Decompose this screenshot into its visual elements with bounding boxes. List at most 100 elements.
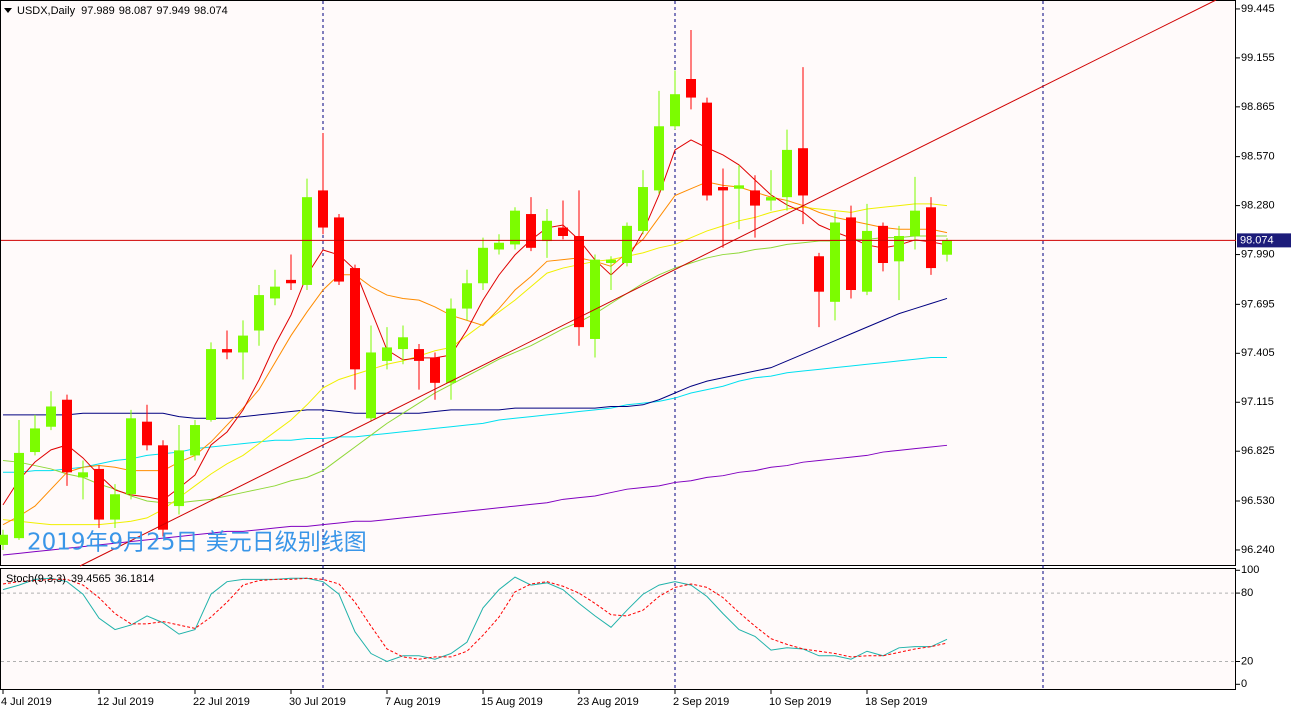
- header-low: 97.949: [156, 5, 190, 17]
- candle-body: [782, 149, 792, 198]
- candle-body: [94, 468, 104, 520]
- candle-body: [894, 235, 904, 262]
- candle-body: [686, 79, 696, 98]
- x-tick-label: 15 Aug 2019: [481, 696, 543, 708]
- indicator-signal-value: 36.1814: [115, 573, 155, 585]
- chart-header: USDX,Daily 97.989 98.087 97.949 98.074: [17, 5, 228, 17]
- candle-body: [798, 148, 808, 196]
- candle-body: [158, 445, 168, 530]
- candle-body: [142, 421, 152, 446]
- candle-body: [718, 187, 728, 191]
- moving-average: [2, 444, 948, 556]
- candle-body: [910, 210, 920, 236]
- y-tick-label: 98.280: [1241, 200, 1275, 212]
- candle-body: [14, 452, 24, 539]
- candle-body: [606, 259, 616, 263]
- candle-body: [270, 286, 280, 299]
- stoch-panel: [0, 568, 1236, 690]
- candle-body: [766, 197, 776, 201]
- candle-body: [750, 190, 760, 206]
- header-high: 98.087: [119, 5, 153, 17]
- y-tick-label: 97.695: [1241, 298, 1275, 310]
- candle-body: [446, 308, 456, 383]
- indicator-y-tick-label: 0: [1241, 678, 1247, 690]
- moving-average: [3, 297, 948, 419]
- candle-body: [78, 472, 88, 478]
- y-tick-label: 99.155: [1241, 52, 1275, 64]
- y-tick-label: 97.990: [1241, 248, 1275, 260]
- candle-body: [702, 102, 712, 196]
- candle-body: [494, 242, 504, 250]
- y-tick-label: 97.405: [1241, 347, 1275, 359]
- indicator-y-tick-label: 80: [1241, 587, 1253, 599]
- candle-body: [590, 259, 600, 339]
- candle-body: [318, 190, 328, 228]
- candle-body: [126, 418, 136, 495]
- header-open: 97.989: [81, 5, 115, 17]
- x-tick-label: 10 Sep 2019: [769, 696, 831, 708]
- candle-body: [30, 428, 40, 453]
- candle-body: [190, 425, 200, 456]
- candle-body: [334, 217, 344, 282]
- x-tick-label: 7 Aug 2019: [385, 696, 441, 708]
- candle-body: [174, 450, 184, 507]
- chart-title: USDX,Daily: [17, 5, 76, 17]
- candle-body: [638, 187, 648, 231]
- y-tick-label: 99.445: [1241, 3, 1275, 15]
- indicator-y-tick-label: 20: [1241, 655, 1253, 667]
- menu-icon: [4, 8, 12, 13]
- candle-body: [206, 349, 216, 420]
- candle-body: [622, 225, 632, 263]
- trend-line: [79, 0, 1217, 567]
- candle-body: [942, 240, 952, 255]
- x-tick-label: 22 Jul 2019: [193, 696, 250, 708]
- x-tick-label: 18 Sep 2019: [865, 696, 927, 708]
- candle-body: [350, 268, 360, 370]
- y-tick-label: 97.115: [1241, 396, 1274, 408]
- candle-body: [222, 349, 232, 353]
- candle-body: [0, 534, 8, 545]
- y-tick-label: 96.240: [1241, 544, 1275, 556]
- candle-body: [878, 225, 888, 263]
- candle-body: [478, 247, 488, 284]
- x-tick-label: 30 Jul 2019: [289, 696, 346, 708]
- candle-body: [238, 335, 248, 353]
- y-tick-label: 98.865: [1241, 101, 1275, 113]
- candle-body: [510, 210, 520, 245]
- x-tick-label: 23 Aug 2019: [577, 696, 639, 708]
- price-label: 98.074: [1240, 234, 1274, 246]
- candle-body: [414, 349, 424, 361]
- indicator-line: [2, 577, 948, 660]
- price-label-box: [1237, 233, 1291, 248]
- candle-body: [670, 94, 680, 127]
- candle-body: [526, 214, 536, 248]
- candle-body: [366, 352, 376, 419]
- candle-body: [430, 357, 440, 383]
- layers: [0, 1, 1240, 694]
- y-tick-label: 96.530: [1241, 495, 1275, 507]
- candle-body: [286, 279, 296, 284]
- candle-body: [302, 197, 312, 285]
- candle-body: [382, 347, 392, 361]
- indicator-header: Stoch(9,3,3) 39.4565 36.1814: [6, 573, 154, 585]
- candle-body: [734, 185, 744, 189]
- main-panel: [0, 0, 1236, 566]
- candle-body: [254, 295, 264, 331]
- candle-body: [830, 222, 840, 302]
- candle-body: [542, 220, 552, 242]
- y-tick-label: 96.825: [1241, 445, 1275, 457]
- indicator-y-tick-label: 100: [1241, 564, 1259, 576]
- header-close: 98.074: [194, 5, 228, 17]
- candle-body: [398, 337, 408, 350]
- candle-body: [846, 217, 856, 291]
- candle-body: [814, 256, 824, 292]
- x-tick-label: 12 Jul 2019: [97, 696, 154, 708]
- candle-body: [46, 406, 56, 427]
- candle-body: [462, 283, 472, 309]
- x-tick-label: 2 Sep 2019: [673, 696, 729, 708]
- candle-body: [862, 230, 872, 292]
- annotation: 2019年9月25日 美元日级别线图: [27, 530, 367, 556]
- candle-body: [926, 207, 936, 269]
